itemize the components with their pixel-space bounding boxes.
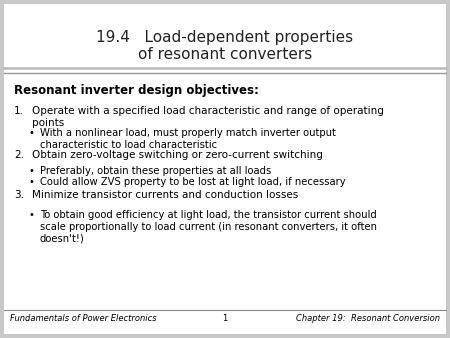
Text: Could allow ZVS property to be lost at light load, if necessary: Could allow ZVS property to be lost at l… [40, 177, 346, 187]
Text: •: • [28, 128, 34, 138]
Text: of resonant converters: of resonant converters [138, 47, 312, 62]
Text: With a nonlinear load, must properly match inverter output
characteristic to loa: With a nonlinear load, must properly mat… [40, 128, 336, 150]
Text: •: • [28, 166, 34, 176]
Text: 19.4   Load-dependent properties: 19.4 Load-dependent properties [96, 30, 354, 45]
Text: To obtain good efficiency at light load, the transistor current should
scale pro: To obtain good efficiency at light load,… [40, 210, 377, 243]
Text: Operate with a specified load characteristic and range of operating
points: Operate with a specified load characteri… [32, 106, 384, 128]
Text: Preferably, obtain these properties at all loads: Preferably, obtain these properties at a… [40, 166, 271, 176]
Text: Fundamentals of Power Electronics: Fundamentals of Power Electronics [10, 314, 157, 323]
Text: •: • [28, 210, 34, 220]
Text: 1.: 1. [14, 106, 24, 116]
Text: 2.: 2. [14, 150, 24, 160]
Text: Resonant inverter design objectives:: Resonant inverter design objectives: [14, 84, 259, 97]
Text: 1: 1 [222, 314, 228, 323]
Text: 3.: 3. [14, 190, 24, 200]
Text: •: • [28, 177, 34, 187]
Text: Obtain zero-voltage switching or zero-current switching: Obtain zero-voltage switching or zero-cu… [32, 150, 323, 160]
Text: Chapter 19:  Resonant Conversion: Chapter 19: Resonant Conversion [296, 314, 440, 323]
Text: Minimize transistor currents and conduction losses: Minimize transistor currents and conduct… [32, 190, 298, 200]
